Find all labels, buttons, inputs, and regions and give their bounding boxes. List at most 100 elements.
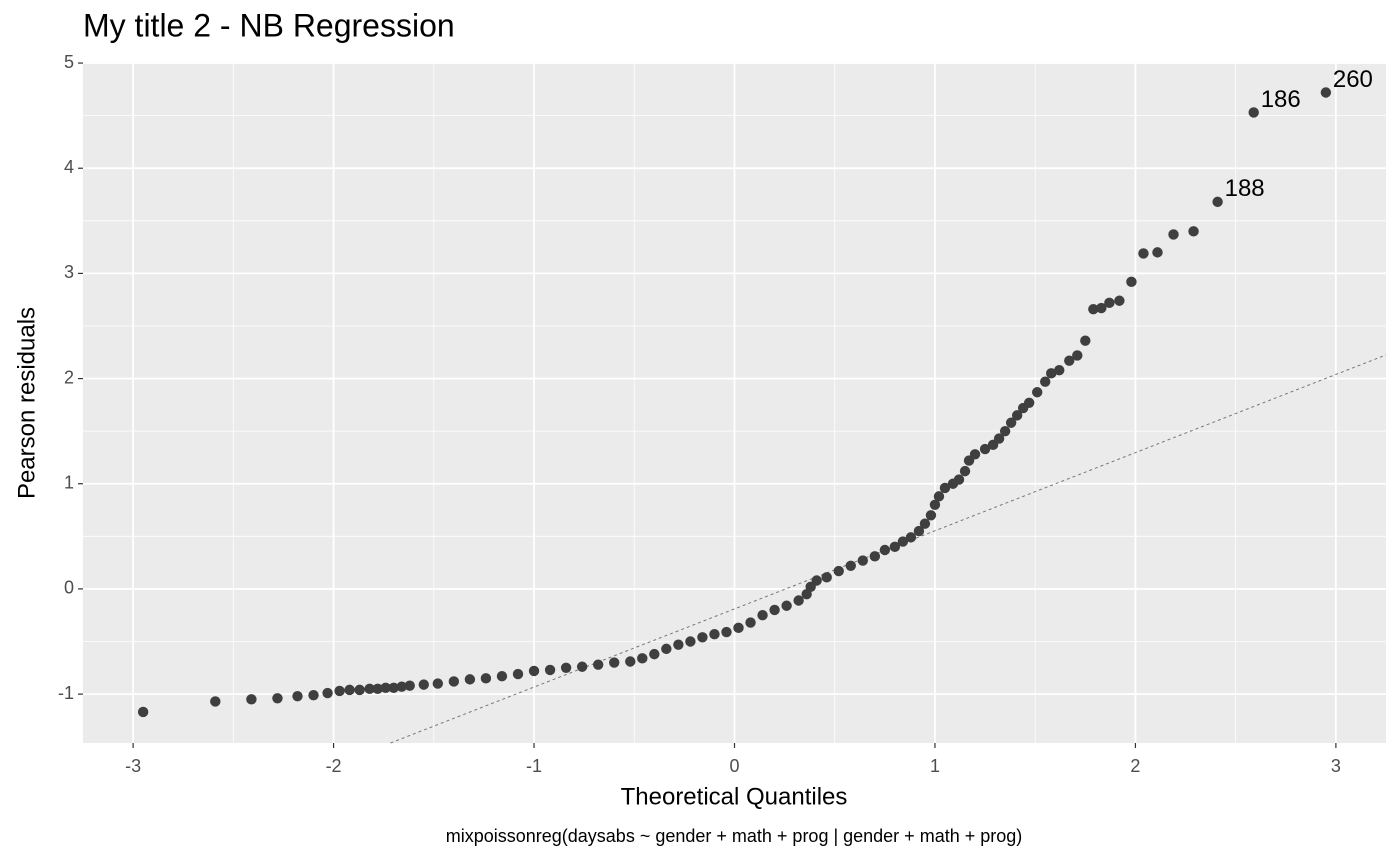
point: [1114, 295, 1125, 306]
point: [480, 673, 492, 684]
point: [769, 604, 780, 616]
point-label: 186: [1261, 86, 1301, 113]
point: [637, 653, 648, 664]
point: [308, 689, 319, 701]
caption: mixpoissonreg(daysabs ~ gender + math + …: [446, 826, 1023, 846]
marks: [137, 87, 1387, 744]
point: [733, 622, 744, 634]
point: [1168, 229, 1179, 240]
y-tick-label: 4: [64, 157, 74, 177]
point: [649, 648, 660, 660]
point: [334, 685, 345, 697]
point: [246, 694, 257, 705]
point: [609, 657, 620, 668]
point: [697, 632, 708, 643]
point: [1212, 196, 1223, 208]
x-tick-label: 3: [1331, 756, 1341, 776]
point: [625, 656, 636, 667]
point: [364, 683, 375, 695]
x-tick-label: -3: [125, 756, 141, 776]
y-axis-title: Pearson residuals: [13, 307, 40, 499]
point: [673, 639, 684, 650]
point: [292, 690, 303, 702]
point: [418, 679, 429, 690]
point: [372, 683, 383, 695]
point: [1320, 87, 1332, 98]
point: [879, 544, 891, 556]
y-tick-label: 2: [64, 367, 74, 387]
point: [354, 684, 365, 696]
point: [448, 676, 460, 687]
point: [1088, 303, 1099, 315]
chart-title: My title 2 - NB Regression: [83, 7, 455, 43]
point: [709, 628, 720, 640]
x-tick-label: 0: [729, 756, 739, 776]
point: [496, 671, 508, 682]
point: [857, 555, 868, 566]
point: [939, 482, 951, 494]
point: [464, 674, 476, 685]
point: [1005, 417, 1017, 428]
point: [322, 687, 333, 699]
point: [512, 668, 524, 680]
point: [404, 680, 415, 691]
point: [528, 665, 540, 677]
point: [1031, 387, 1043, 398]
point: [913, 525, 925, 537]
point: [685, 636, 696, 647]
grid: [83, 62, 1386, 743]
point: [1104, 297, 1115, 309]
point: [1248, 107, 1259, 118]
point: [576, 661, 588, 672]
point: [889, 541, 901, 553]
point: [833, 565, 844, 577]
y-tick-label: 5: [64, 52, 74, 72]
point: [781, 600, 792, 611]
point: [137, 706, 149, 718]
point: [432, 678, 444, 689]
point: [993, 433, 1005, 444]
point: [1096, 302, 1107, 314]
point: [721, 626, 732, 638]
point: [1040, 376, 1051, 387]
point: [1126, 276, 1137, 288]
point: [544, 664, 556, 676]
x-tick-label: -1: [526, 756, 542, 776]
point: [929, 499, 941, 510]
y-tick-label: 3: [64, 262, 74, 282]
point: [919, 518, 931, 529]
point: [272, 693, 283, 704]
point: [1023, 397, 1035, 408]
point: [1064, 355, 1075, 366]
point: [380, 682, 391, 693]
point: [344, 684, 355, 696]
point: [592, 659, 604, 670]
point: [845, 560, 856, 571]
y-tick-label: 0: [64, 578, 74, 598]
point: [821, 572, 832, 583]
point: [1011, 410, 1023, 421]
point: [811, 575, 822, 586]
point-label: 188: [1225, 175, 1265, 202]
point: [560, 662, 572, 674]
point: [1046, 368, 1057, 379]
point: [1072, 350, 1083, 361]
point: [1080, 335, 1091, 346]
y-tick-label: -1: [58, 683, 74, 703]
point: [396, 681, 407, 692]
y-tick-label: 1: [64, 472, 74, 492]
point: [905, 532, 917, 543]
point: [1054, 364, 1065, 376]
point: [969, 449, 981, 460]
point: [925, 510, 937, 521]
point: [1138, 248, 1149, 259]
point: [979, 443, 991, 455]
point: [745, 617, 756, 628]
x-tick-label: 2: [1130, 756, 1140, 776]
x-axis-title: Theoretical Quantiles: [621, 783, 848, 810]
x-tick-label: 1: [930, 756, 940, 776]
point: [1152, 247, 1163, 258]
point: [210, 696, 221, 707]
point: [959, 465, 971, 477]
